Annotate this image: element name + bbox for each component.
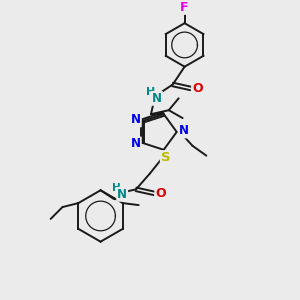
Text: N: N xyxy=(117,188,127,201)
Text: H: H xyxy=(146,87,156,98)
Text: S: S xyxy=(161,151,170,164)
Text: N: N xyxy=(131,137,141,151)
Text: O: O xyxy=(155,187,166,200)
Text: O: O xyxy=(192,82,203,95)
Text: N: N xyxy=(178,124,189,137)
Text: N: N xyxy=(131,113,141,126)
Text: F: F xyxy=(180,1,189,14)
Text: N: N xyxy=(152,92,162,105)
Text: H: H xyxy=(112,183,121,194)
